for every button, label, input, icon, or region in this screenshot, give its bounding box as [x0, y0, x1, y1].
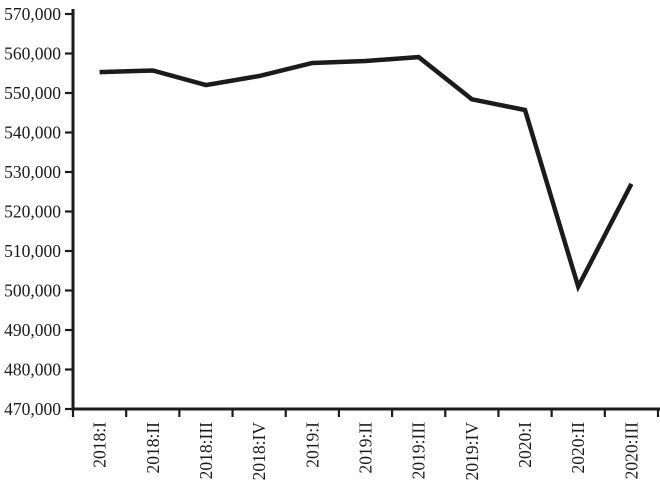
x-tick-label: 2018:III: [196, 422, 216, 480]
y-tick-label: 480,000: [4, 360, 61, 380]
y-tick-label: 570,000: [4, 4, 61, 24]
x-tick-label: 2020:III: [621, 422, 641, 480]
x-tick-label: 2019:IV: [462, 422, 482, 481]
x-tick-label: 2018:IV: [249, 422, 269, 481]
x-tick-label: 2018:II: [143, 422, 163, 474]
y-tick-label: 550,000: [4, 83, 61, 103]
data-series-line: [99, 54, 634, 293]
y-tick-label: 500,000: [4, 281, 61, 301]
x-tick-label: 2018:I: [90, 422, 110, 468]
x-tick-label: 2020:I: [515, 422, 535, 468]
y-tick-label: 560,000: [4, 44, 61, 64]
y-tick-label: 510,000: [4, 241, 61, 261]
x-tick-label: 2019:II: [356, 422, 376, 474]
y-tick-label: 490,000: [4, 320, 61, 340]
y-tick-label: 520,000: [4, 202, 61, 222]
x-tick-label: 2020:II: [568, 422, 588, 474]
y-tick-label: 470,000: [4, 399, 61, 419]
y-tick-label: 530,000: [4, 162, 61, 182]
x-tick-label: 2019:III: [409, 422, 429, 480]
x-tick-label: 2019:I: [302, 422, 322, 468]
y-tick-label: 540,000: [4, 123, 61, 143]
